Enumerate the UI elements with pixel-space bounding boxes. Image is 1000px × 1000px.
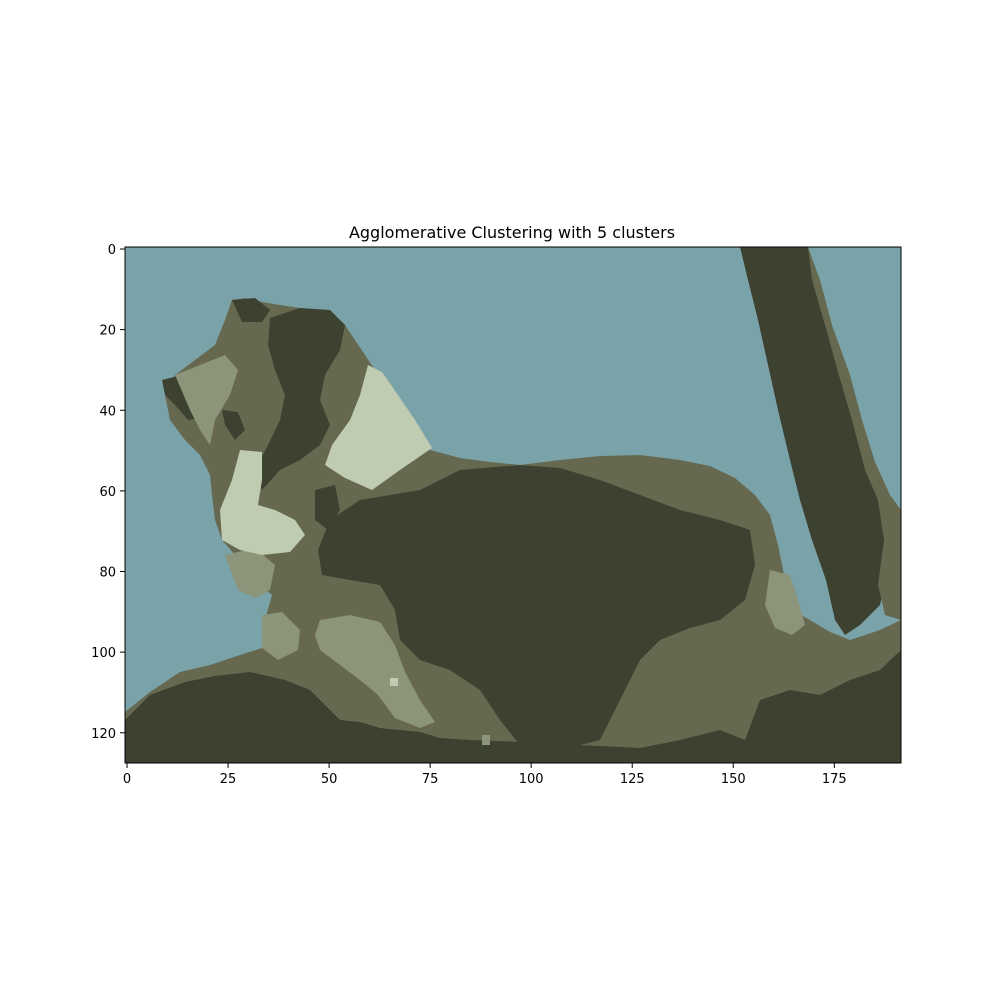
cluster-region-mid-light-chest <box>315 615 435 728</box>
x-tick-label: 100 <box>519 772 544 787</box>
cluster-region-mid-light-hind <box>765 570 805 635</box>
chart-title: Agglomerative Clustering with 5 clusters <box>349 223 675 242</box>
cluster-region-light-neck <box>325 365 432 490</box>
plot-area <box>124 246 902 764</box>
axes-frame <box>124 246 902 764</box>
cluster-region-ground-dark <box>125 650 901 763</box>
x-tick-label: 150 <box>721 772 746 787</box>
y-tick-label: 100 <box>91 646 116 661</box>
cluster-region-mid-light-nose <box>225 548 275 598</box>
y-tick-label: 0 <box>108 243 116 258</box>
x-tick-label: 50 <box>321 772 338 787</box>
cluster-region-ear-patch <box>222 410 245 440</box>
y-tick-label: 60 <box>99 485 116 500</box>
cluster-region-light-spot <box>390 678 398 686</box>
x-tick-label: 0 <box>123 772 131 787</box>
cluster-region-light-chin <box>220 450 305 555</box>
x-tick-label: 175 <box>822 772 847 787</box>
cluster-region-head-dark-2 <box>232 298 270 322</box>
cluster-region-tree-trunk-edge <box>808 247 901 620</box>
cluster-region-tree-trunk <box>740 247 890 635</box>
cluster-region-neck-patch <box>315 485 340 530</box>
cluster-region-light-spot-2 <box>482 735 490 745</box>
cluster-region-mid-light-leg <box>262 612 300 660</box>
cluster-region-head-dark-1 <box>255 308 345 490</box>
cluster-region-mid-light-face <box>175 355 238 445</box>
x-tick-label: 25 <box>220 772 237 787</box>
y-tick-label: 20 <box>99 324 116 339</box>
y-tick-label: 40 <box>99 404 116 419</box>
x-tick-label: 75 <box>422 772 439 787</box>
y-axis-ticks: 0 20 40 60 80 100 120 <box>91 243 125 742</box>
y-tick-label: 80 <box>99 566 116 581</box>
cluster-region-dog-dark-patches <box>318 465 755 750</box>
x-axis-ticks: 0 25 50 75 100 125 150 175 <box>123 763 847 787</box>
x-tick-label: 125 <box>620 772 645 787</box>
y-tick-label: 120 <box>91 727 116 742</box>
